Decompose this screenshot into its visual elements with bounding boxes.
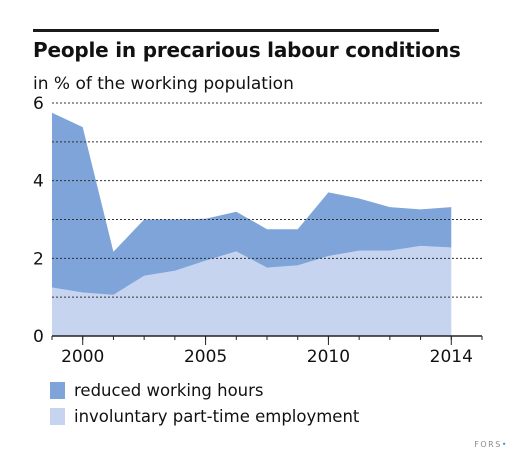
x-tick-label-2010: 2010 (307, 347, 350, 367)
legend-swatch-part-time (50, 407, 65, 425)
legend-item-part-time: involuntary part-time employment (50, 404, 359, 428)
x-tick-label-2000: 2000 (61, 347, 104, 367)
brand-text: FORS (474, 440, 502, 449)
y-tick-label-4: 4 (33, 172, 44, 192)
y-tick-label-2: 2 (33, 249, 44, 269)
legend: reduced working hours involuntary part-t… (50, 378, 359, 430)
brand-logo: FORS• (474, 440, 508, 449)
x-tick-label-2014: 2014 (430, 347, 473, 367)
legend-label-reduced-hours: reduced working hours (74, 380, 264, 400)
area-involuntary-part-time (52, 245, 452, 336)
legend-item-reduced-hours: reduced working hours (50, 378, 359, 402)
area-reduced-working-hours (52, 112, 452, 295)
x-tick-label-2005: 2005 (184, 347, 227, 367)
brand-dot: • (501, 440, 508, 449)
title-rule (33, 29, 439, 32)
y-tick-label-0: 0 (33, 327, 44, 347)
chart-title: People in precarious labour conditions (33, 38, 461, 62)
y-tick-label-6: 6 (33, 94, 44, 114)
legend-swatch-reduced-hours (50, 381, 65, 399)
legend-label-part-time: involuntary part-time employment (74, 406, 360, 426)
chart-subtitle: in % of the working population (33, 74, 294, 94)
